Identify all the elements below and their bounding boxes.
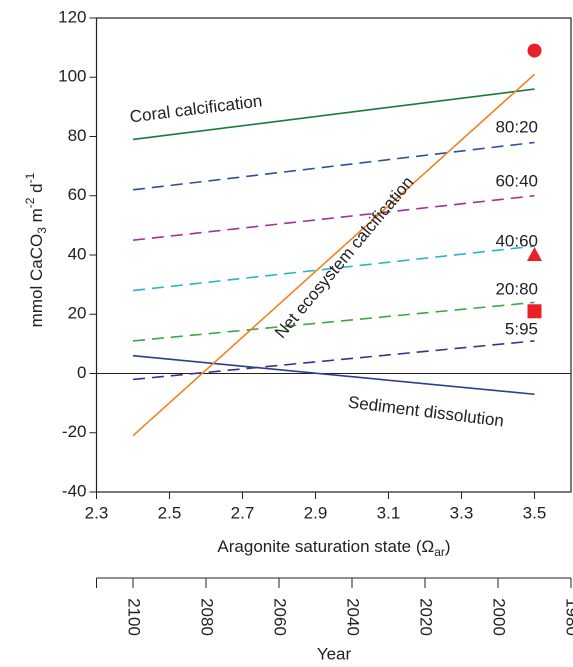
x2-tick-label: 2080	[198, 598, 217, 636]
x-axis-label: Aragonite saturation state (Ωar)	[217, 537, 450, 559]
y-label-part: mmol CaCO	[27, 234, 46, 328]
y-tick-label: 20	[68, 304, 87, 323]
y-tick-label: 60	[68, 185, 87, 204]
series-line	[132, 141, 535, 191]
x2-tick-label: 1980	[563, 598, 573, 636]
y-label-part: d	[27, 183, 46, 197]
series-line	[132, 354, 535, 396]
series-line	[132, 340, 535, 381]
x2-tick-label: 2040	[344, 598, 363, 636]
x-tick-label: 2.9	[304, 503, 328, 522]
x-tick-label: 2.7	[231, 503, 255, 522]
series-label: Net ecosystem calcification	[271, 173, 417, 342]
series-line	[132, 301, 535, 342]
x2-tick-label: 2000	[490, 598, 509, 636]
y-tick-label: 40	[68, 244, 87, 263]
marker-square	[527, 304, 542, 319]
y-tick-label: 0	[77, 363, 86, 382]
y-label-sup: -2	[23, 197, 37, 208]
x-label-part: Aragonite saturation state (Ω	[217, 537, 434, 556]
series-line	[132, 88, 535, 141]
series-label: Coral calcification	[129, 91, 264, 126]
y-tick-label: 80	[68, 126, 87, 145]
series-label: Sediment dissolution	[347, 393, 505, 431]
y-label-sup: -1	[23, 172, 37, 183]
y-label-part: m	[27, 208, 46, 227]
x2-axis-label: Year	[317, 644, 352, 663]
x-tick-label: 2.5	[158, 503, 182, 522]
x-label-part: )	[445, 537, 451, 556]
x-tick-label: 3.3	[450, 503, 474, 522]
series-label: 20:80	[495, 279, 538, 298]
x-label-sub: ar	[434, 545, 445, 559]
series-label: 40:60	[495, 231, 538, 250]
y-axis-label: mmol CaCO3 m-2 d-1	[23, 172, 49, 327]
series-label: 5:95	[505, 319, 538, 338]
y-tick-label: 120	[58, 7, 86, 26]
x2-tick-label: 2100	[125, 598, 144, 636]
x-tick-label: 3.1	[377, 503, 401, 522]
marker-circle	[527, 43, 542, 58]
marker-triangle	[527, 247, 542, 261]
x-tick-label: 2.3	[85, 503, 109, 522]
series-line	[132, 73, 536, 437]
y-tick-label: 100	[58, 67, 86, 86]
y-label-sub: 3	[35, 227, 49, 234]
x2-tick-label: 2060	[271, 598, 290, 636]
series-label: 80:20	[495, 117, 538, 136]
series-label: 60:40	[495, 171, 538, 190]
y-tick-label: -40	[62, 481, 87, 500]
x-tick-label: 3.5	[523, 503, 547, 522]
series-line	[132, 245, 535, 292]
x2-tick-label: 2020	[417, 598, 436, 636]
series-line	[132, 194, 535, 241]
y-tick-label: -20	[62, 422, 87, 441]
